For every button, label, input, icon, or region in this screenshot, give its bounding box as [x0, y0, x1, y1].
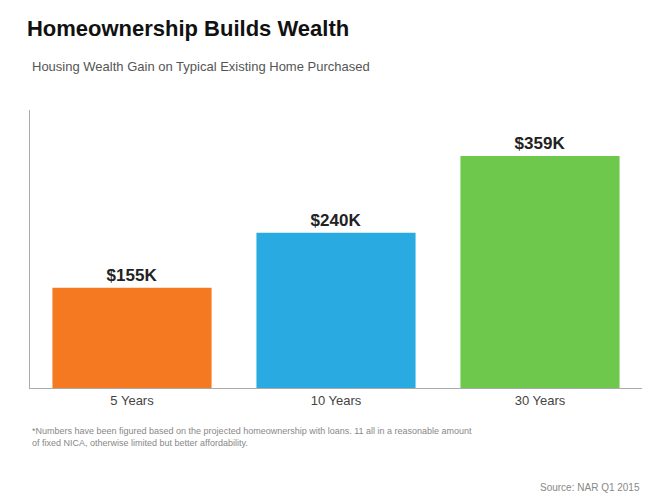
svg-text:$155K: $155K	[107, 266, 158, 285]
svg-text:10 Years: 10 Years	[311, 393, 362, 408]
svg-text:$359K: $359K	[515, 134, 566, 153]
svg-text:Homeownership Builds Wealth: Homeownership Builds Wealth	[27, 16, 349, 41]
svg-text:$240K: $240K	[311, 211, 362, 230]
svg-text:Housing Wealth Gain on Typical: Housing Wealth Gain on Typical Existing …	[32, 59, 370, 74]
svg-text:30 Years: 30 Years	[515, 393, 566, 408]
svg-text:*Numbers have been figured bas: *Numbers have been figured based on the …	[32, 426, 472, 448]
svg-text:5 Years: 5 Years	[110, 393, 154, 408]
svg-text:Source: NAR Q1 2015: Source: NAR Q1 2015	[540, 482, 640, 493]
